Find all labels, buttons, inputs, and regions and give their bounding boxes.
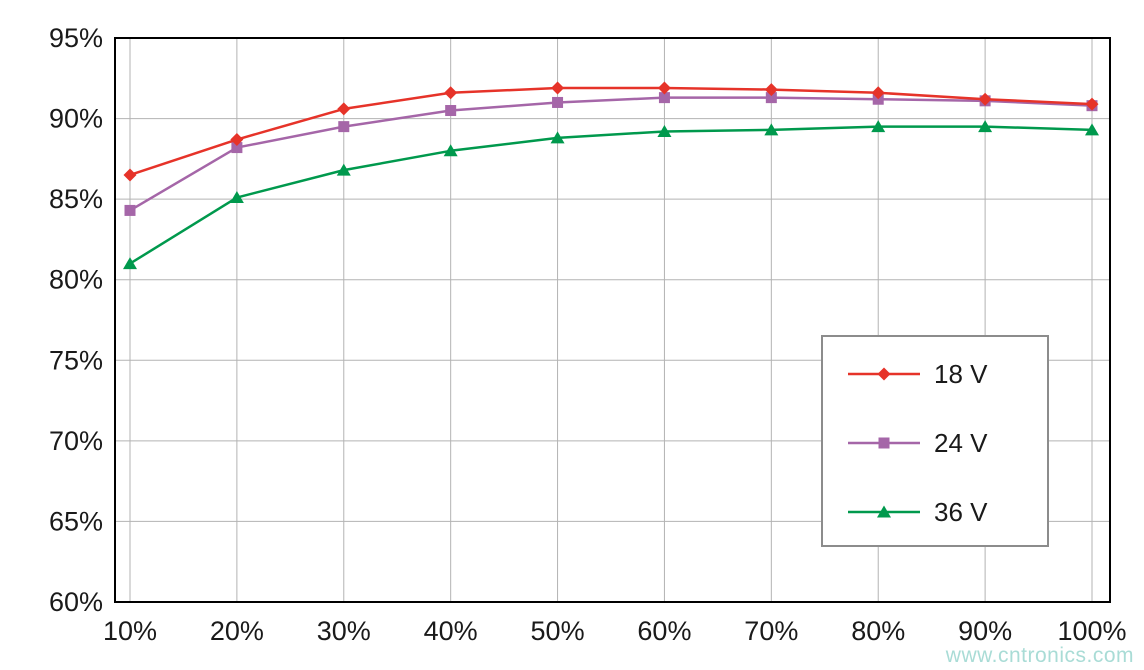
square-marker bbox=[445, 105, 457, 117]
diamond-marker bbox=[871, 86, 885, 100]
y-tick-label: 95% bbox=[49, 23, 103, 53]
square-marker bbox=[231, 142, 243, 154]
x-tick-label: 100% bbox=[1057, 616, 1126, 646]
diamond-marker bbox=[123, 168, 137, 182]
diamond-marker bbox=[877, 367, 891, 381]
series-line-24v bbox=[129, 96, 1093, 212]
square-marker bbox=[765, 92, 777, 104]
triangle-marker bbox=[657, 124, 672, 137]
diamond-marker bbox=[978, 92, 992, 106]
y-tick-label: 80% bbox=[49, 265, 103, 295]
y-tick-label: 90% bbox=[49, 104, 103, 134]
triangle-marker bbox=[229, 191, 244, 204]
series-line-36v bbox=[129, 125, 1093, 265]
diamond-marker bbox=[551, 81, 565, 95]
x-tick-label: 80% bbox=[851, 616, 905, 646]
diamond-marker bbox=[230, 133, 244, 147]
triangle-marker bbox=[443, 144, 458, 157]
legend-label: 36 V bbox=[934, 497, 988, 527]
x-tick-label: 40% bbox=[424, 616, 478, 646]
y-tick-label: 65% bbox=[49, 506, 103, 536]
triangle-marker bbox=[336, 163, 351, 176]
triangle-marker bbox=[978, 120, 993, 133]
square-marker bbox=[338, 121, 350, 133]
triangle-marker bbox=[550, 131, 565, 144]
triangle-marker bbox=[871, 120, 886, 133]
watermark: www.cntronics.com bbox=[945, 644, 1134, 667]
x-tick-label: 10% bbox=[103, 616, 157, 646]
legend-label: 24 V bbox=[934, 428, 988, 458]
triangle-marker bbox=[123, 257, 137, 270]
x-tick-label: 90% bbox=[958, 616, 1012, 646]
x-tick-label: 30% bbox=[317, 616, 371, 646]
triangle-marker bbox=[877, 505, 891, 518]
y-tick-label: 70% bbox=[49, 426, 103, 456]
x-tick-label: 50% bbox=[531, 616, 585, 646]
square-marker bbox=[658, 92, 670, 104]
y-tick-label: 85% bbox=[49, 184, 103, 214]
diamond-marker bbox=[337, 102, 351, 116]
series-line-18v bbox=[129, 86, 1093, 177]
plot-border bbox=[114, 37, 1111, 603]
x-tick-label: 70% bbox=[744, 616, 798, 646]
diamond-marker bbox=[1085, 97, 1099, 111]
x-tick-label: 60% bbox=[637, 616, 691, 646]
y-tick-label: 75% bbox=[49, 345, 103, 375]
square-marker bbox=[878, 437, 890, 449]
y-tick-label: 60% bbox=[49, 587, 103, 617]
triangle-marker bbox=[1085, 123, 1099, 136]
diamond-marker bbox=[764, 83, 778, 97]
legend-label: 18 V bbox=[934, 359, 988, 389]
triangle-marker bbox=[764, 123, 779, 136]
diamond-marker bbox=[444, 86, 458, 100]
x-tick-label: 20% bbox=[210, 616, 264, 646]
square-marker bbox=[552, 96, 564, 108]
diamond-marker bbox=[657, 81, 671, 95]
square-marker bbox=[124, 204, 136, 216]
